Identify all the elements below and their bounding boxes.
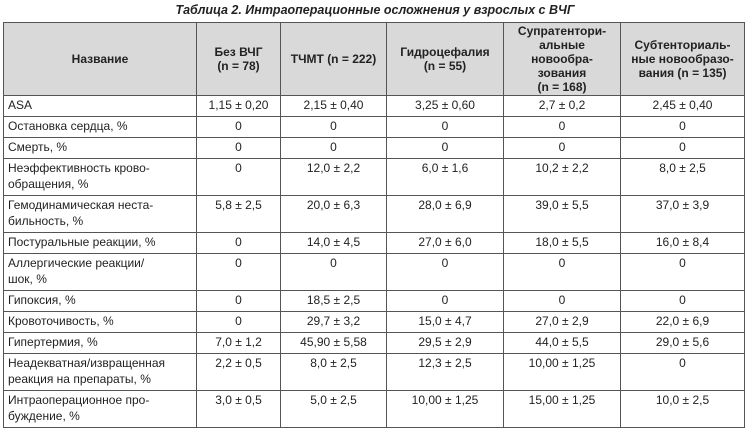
table-cell: 2,7 ± 0,2 [503, 95, 621, 117]
table-row: Гипертермия, % 7,0 ± 1,2 45,90 ± 5,58 29,5 … [3, 332, 745, 354]
header-cell: Субтенториаль- ные новообразо- вания (n … [620, 22, 745, 96]
row-label: ASA [3, 95, 197, 117]
table-cell: 0 [503, 137, 621, 159]
table-cell: 0 [503, 290, 621, 312]
table-cell: 0 [196, 290, 281, 312]
table-cell: 0 [620, 353, 745, 391]
header-row: Название Без ВЧГ (n = 78) ТЧМТ (n = 222) Ги… [3, 22, 745, 96]
table-cell: 12,0 ± 2,2 [280, 158, 387, 196]
table-cell: 18,0 ± 5,5 [503, 232, 621, 254]
row-label: Интраоперационное про- буждение, % [3, 390, 197, 428]
table-row: Гемодинамическая неста- бильность, % 5,8 … [3, 195, 745, 233]
table-cell: 0 [280, 116, 387, 138]
table-row: Неадекватная/извращенная реакция на преп… [3, 353, 745, 391]
table-row: Гипоксия, % 0 18,5 ± 2,5 0 0 0 [3, 290, 745, 312]
row-label: Кровоточивость, % [3, 311, 197, 333]
table-cell: 44,0 ± 5,5 [503, 332, 621, 354]
table-cell: 0 [196, 116, 281, 138]
table-cell: 5,0 ± 2,5 [280, 390, 387, 428]
header-cell: Гидроцефалия (n = 55) [386, 22, 504, 96]
table-cell: 15,00 ± 1,25 [503, 390, 621, 428]
table-cell: 18,5 ± 2,5 [280, 290, 387, 312]
table-cell: 6,0 ± 1,6 [386, 158, 504, 196]
table-cell: 7,0 ± 1,2 [196, 332, 281, 354]
row-label: Неэффективность крово- обращения, % [3, 158, 197, 196]
table-cell: 12,3 ± 2,5 [386, 353, 504, 391]
table-cell: 27,0 ± 2,9 [503, 311, 621, 333]
table-cell: 8,0 ± 2,5 [620, 158, 745, 196]
table-cell: 45,90 ± 5,58 [280, 332, 387, 354]
table-cell: 0 [620, 137, 745, 159]
table: Название Без ВЧГ (n = 78) ТЧМТ (n = 222) Ги… [3, 22, 745, 428]
table-cell: 0 [620, 290, 745, 312]
table-cell: 0 [196, 253, 281, 291]
table-cell: 0 [280, 253, 387, 291]
table-cell: 1,15 ± 0,20 [196, 95, 281, 117]
table-cell: 14,0 ± 4,5 [280, 232, 387, 254]
table-row: Остановка сердца, % 0 0 0 0 0 [3, 116, 745, 138]
table-cell: 28,0 ± 6,9 [386, 195, 504, 233]
table-cell: 10,00 ± 1,25 [503, 353, 621, 391]
table-cell: 0 [620, 253, 745, 291]
header-cell: ТЧМТ (n = 222) [280, 22, 387, 96]
table-cell: 8,0 ± 2,5 [280, 353, 387, 391]
table-cell: 10,2 ± 2,2 [503, 158, 621, 196]
row-label: Гемодинамическая неста- бильность, % [3, 195, 197, 233]
table-cell: 0 [503, 116, 621, 138]
table-cell: 29,0 ± 5,6 [620, 332, 745, 354]
table-row: Интраоперационное про- буждение, % 3,0 ± … [3, 390, 745, 428]
table-cell: 3,25 ± 0,60 [386, 95, 504, 117]
table-cell: 3,0 ± 0,5 [196, 390, 281, 428]
row-label: Неадекватная/извращенная реакция на преп… [3, 353, 197, 391]
table-cell: 16,0 ± 8,4 [620, 232, 745, 254]
row-label: Аллергические реакции/ шок, % [3, 253, 197, 291]
table-cell: 0 [386, 116, 504, 138]
table-cell: 2,15 ± 0,40 [280, 95, 387, 117]
table-cell: 37,0 ± 3,9 [620, 195, 745, 233]
table-cell: 10,0 ± 2,5 [620, 390, 745, 428]
table-cell: 2,45 ± 0,40 [620, 95, 745, 117]
row-label: Гипертермия, % [3, 332, 197, 354]
row-label: Остановка сердца, % [3, 116, 197, 138]
table-cell: 0 [196, 137, 281, 159]
table-cell: 0 [196, 232, 281, 254]
table-cell: 15,0 ± 4,7 [386, 311, 504, 333]
table-cell: 5,8 ± 2,5 [196, 195, 281, 233]
row-label: Смерть, % [3, 137, 197, 159]
table-cell: 0 [196, 311, 281, 333]
table-cell: 0 [503, 253, 621, 291]
table-cell: 29,5 ± 2,9 [386, 332, 504, 354]
row-label: Постуральные реакции, % [3, 232, 197, 254]
table-cell: 22,0 ± 6,9 [620, 311, 745, 333]
row-label: Гипоксия, % [3, 290, 197, 312]
table-cell: 20,0 ± 6,3 [280, 195, 387, 233]
table-cell: 27,0 ± 6,0 [386, 232, 504, 254]
table-title: Таблица 2. Интраоперационные осложнения … [175, 3, 575, 17]
table-cell: 0 [620, 116, 745, 138]
table-cell: 0 [386, 137, 504, 159]
table-row: Смерть, % 0 0 0 0 0 [3, 137, 745, 159]
table-cell: 39,0 ± 5,5 [503, 195, 621, 233]
table-row: ASA 1,15 ± 0,20 2,15 ± 0,40 3,25 ± 0,60 2,7 … [3, 95, 745, 117]
table-cell: 29,7 ± 3,2 [280, 311, 387, 333]
table-cell: 0 [386, 253, 504, 291]
table-cell: 2,2 ± 0,5 [196, 353, 281, 391]
table-cell: 0 [280, 137, 387, 159]
table-cell: 10,00 ± 1,25 [386, 390, 504, 428]
table-row: Аллергические реакции/ шок, % 0 0 0 0 0 [3, 253, 745, 291]
table-row: Постуральные реакции, % 0 14,0 ± 4,5 27,0 ±… [3, 232, 745, 254]
header-cell: Название [3, 22, 197, 96]
table-row: Кровоточивость, % 0 29,7 ± 3,2 15,0 ± 4,7 27… [3, 311, 745, 333]
header-cell: Без ВЧГ (n = 78) [196, 22, 281, 96]
table-cell: 0 [196, 158, 281, 196]
table-cell: 0 [386, 290, 504, 312]
header-cell: Супратентори- альные новообра- зования (… [503, 22, 621, 96]
table-row: Неэффективность крово- обращения, % 0 12,0… [3, 158, 745, 196]
